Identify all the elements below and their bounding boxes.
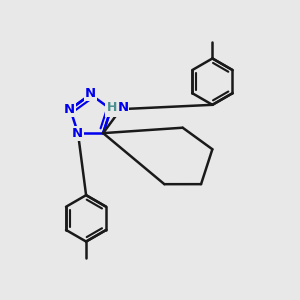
Text: N: N [72,127,83,140]
Text: N: N [106,103,117,116]
Text: N: N [85,87,96,100]
Text: N: N [118,101,129,114]
Text: H: H [107,101,118,114]
Text: N: N [64,103,75,116]
